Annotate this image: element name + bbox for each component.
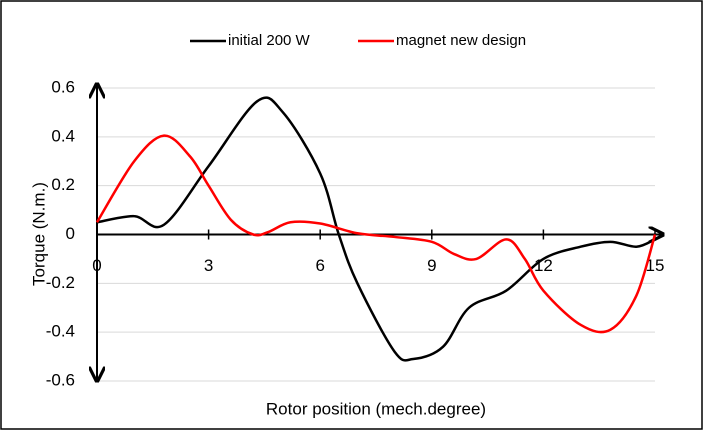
x-tick-label: 6	[315, 256, 324, 275]
series-line	[96, 96, 656, 362]
x-tick-label: 9	[427, 256, 436, 275]
y-tick-label: -0.2	[46, 273, 75, 292]
y-tick-label: 0.4	[51, 126, 75, 145]
series-line	[95, 134, 657, 334]
y-tick-label: -0.4	[46, 322, 75, 341]
y-tick-label: 0.2	[51, 175, 75, 194]
x-tick-label: 15	[646, 256, 665, 275]
x-tick-label: 3	[204, 256, 213, 275]
legend-label: initial 200 W	[228, 32, 311, 49]
y-tick-label: 0.6	[51, 77, 75, 96]
x-tick-label: 0	[92, 256, 101, 275]
y-axis-label: Torque (N.m.)	[29, 182, 48, 286]
x-axis-label: Rotor position (mech.degree)	[266, 399, 486, 418]
y-tick-label: 0	[66, 224, 75, 243]
legend-label: magnet new design	[396, 32, 526, 49]
y-tick-label: -0.6	[46, 370, 75, 389]
